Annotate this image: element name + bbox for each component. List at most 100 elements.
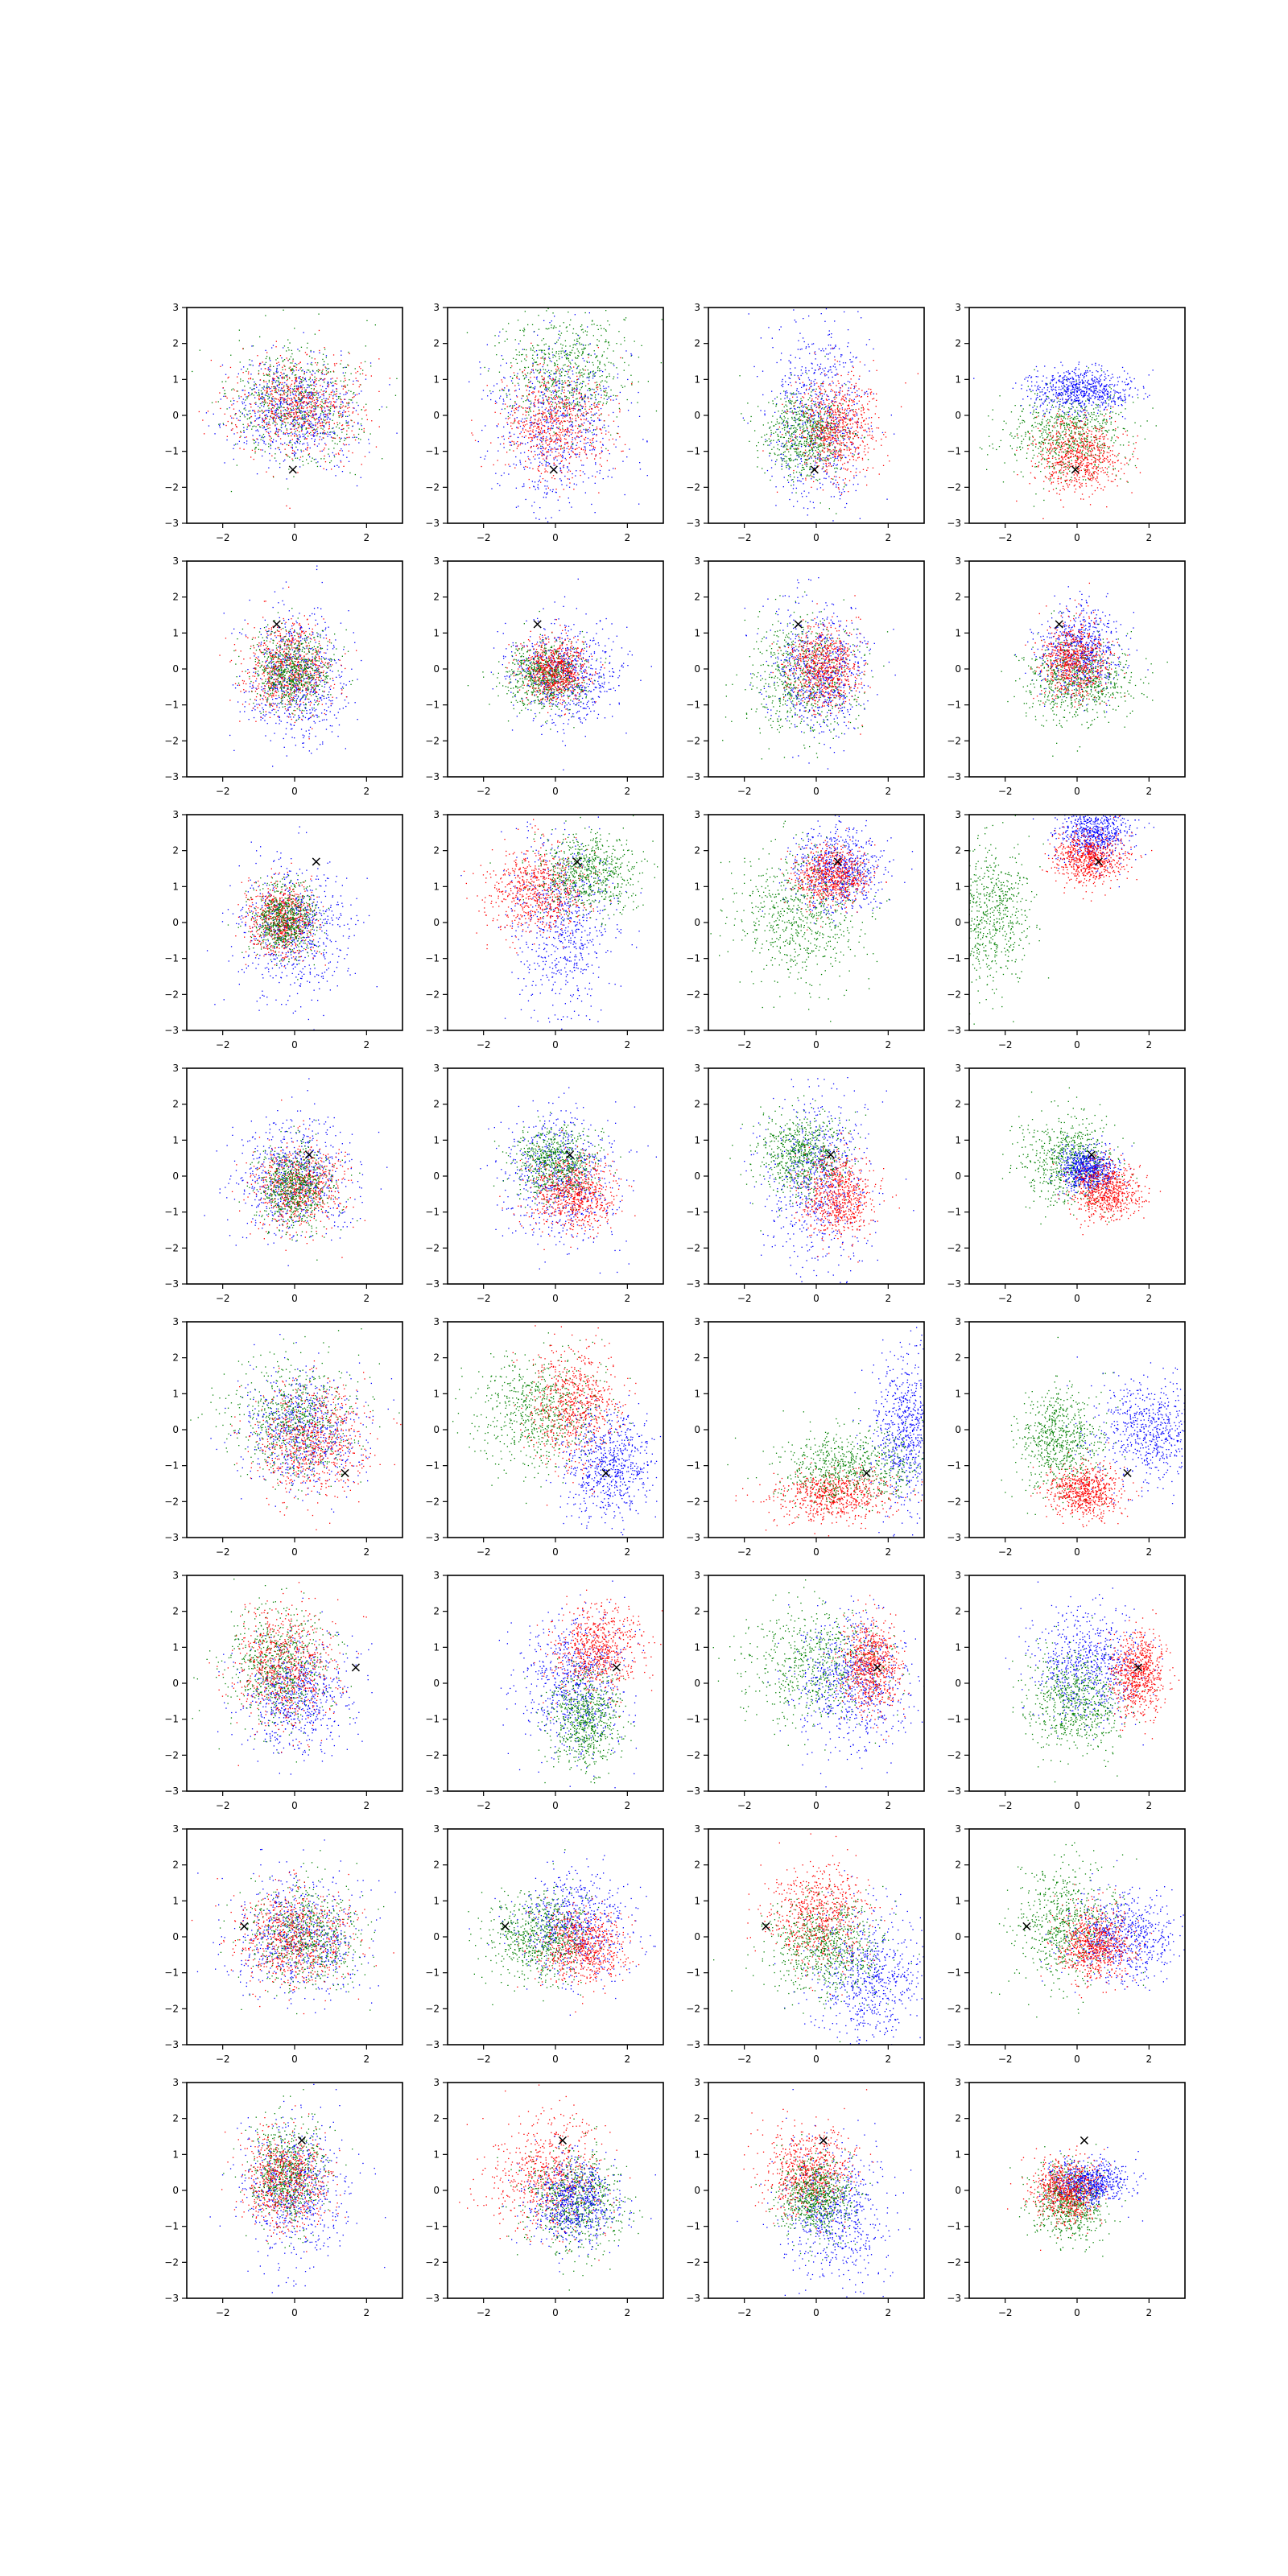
scatter-point <box>259 411 260 412</box>
scatter-point <box>339 417 340 418</box>
scatter-point <box>301 397 302 398</box>
scatter-point <box>776 442 777 443</box>
scatter-point <box>312 401 313 402</box>
scatter-point <box>283 413 284 414</box>
scatter-point <box>537 414 538 415</box>
scatter-point <box>315 381 316 382</box>
scatter-point <box>272 441 273 442</box>
scatter-point <box>295 428 296 429</box>
scatter-point <box>851 361 852 362</box>
scatter-point <box>774 452 775 453</box>
scatter-point <box>528 379 529 380</box>
scatter-point <box>548 382 549 383</box>
scatter-point <box>581 414 582 415</box>
scatter-point <box>799 358 800 359</box>
scatter-point <box>515 359 516 360</box>
scatter-point <box>310 421 311 422</box>
scatter-point <box>268 367 269 368</box>
scatter-point <box>539 462 540 463</box>
scatter-point <box>231 422 232 423</box>
scatter-point <box>571 404 572 405</box>
scatter-point <box>352 426 353 427</box>
scatter-point <box>538 364 539 365</box>
scatter-point <box>596 441 597 442</box>
scatter-point <box>542 298 543 299</box>
scatter-point <box>514 468 515 469</box>
scatter-point <box>309 453 310 454</box>
scatter-point <box>774 412 775 413</box>
scatter-point <box>276 370 277 371</box>
scatter-point <box>345 391 346 392</box>
scatter-point <box>546 461 547 462</box>
scatter-point <box>306 390 307 391</box>
scatter-point <box>272 383 273 384</box>
scatter-point <box>348 411 349 412</box>
scatter-point <box>331 460 332 461</box>
scatter-point <box>299 437 300 438</box>
scatter-point <box>290 394 291 395</box>
scatter-point <box>504 387 505 388</box>
scatter-point <box>266 387 267 388</box>
scatter-point <box>280 375 281 376</box>
scatter-point <box>620 392 621 393</box>
scatter-point <box>588 477 589 478</box>
scatter-point <box>554 395 555 396</box>
scatter-point <box>480 367 481 368</box>
scatter-point <box>786 427 787 428</box>
scatter-point <box>288 349 289 350</box>
scatter-point <box>866 391 867 392</box>
scatter-point <box>828 476 829 477</box>
scatter-point <box>835 346 836 347</box>
scatter-point <box>278 399 279 400</box>
scatter-point <box>281 424 282 425</box>
scatter-point <box>544 350 545 351</box>
scatter-point <box>262 419 263 420</box>
scatter-point <box>540 363 541 364</box>
scatter-point <box>317 400 318 401</box>
scatter-point <box>239 340 240 341</box>
scatter-point <box>332 452 333 453</box>
scatter-point <box>269 387 270 388</box>
scatter-point <box>560 470 561 471</box>
scatter-point <box>594 458 595 459</box>
scatter-point <box>577 432 578 433</box>
scatter-point <box>836 430 837 431</box>
scatter-point <box>537 487 538 488</box>
scatter-point <box>357 414 358 415</box>
scatter-point <box>269 397 270 398</box>
scatter-point <box>613 395 614 396</box>
scatter-point <box>757 376 758 377</box>
scatter-point <box>260 379 261 380</box>
scatter-point <box>319 420 320 421</box>
scatter-point <box>537 370 538 371</box>
scatter-point <box>608 450 609 451</box>
scatter-point <box>300 361 301 362</box>
scatter-point <box>834 463 835 464</box>
scatter-point <box>806 464 807 465</box>
scatter-point <box>230 401 231 402</box>
y-tick-label: 2 <box>172 338 179 349</box>
scatter-point <box>806 348 807 349</box>
scatter-point <box>549 387 550 388</box>
scatter-point <box>610 435 611 436</box>
scatter-point <box>220 408 221 409</box>
scatter-point <box>517 448 518 449</box>
scatter-point <box>814 372 815 373</box>
scatter-point <box>834 496 835 497</box>
scatter-point <box>569 425 570 426</box>
scatter-point <box>843 455 844 456</box>
scatter-point <box>327 431 328 432</box>
scatter-point <box>578 417 579 418</box>
scatter-point <box>567 429 568 430</box>
scatter-point <box>295 434 296 435</box>
scatter-point <box>849 394 850 395</box>
scatter-point <box>342 471 343 472</box>
scatter-point <box>330 403 331 404</box>
scatter-point <box>562 386 563 387</box>
scatter-point <box>315 404 316 405</box>
scatter-point <box>565 458 566 459</box>
scatter-point <box>622 387 623 388</box>
scatter-point <box>302 369 303 370</box>
scatter-point <box>554 365 555 366</box>
